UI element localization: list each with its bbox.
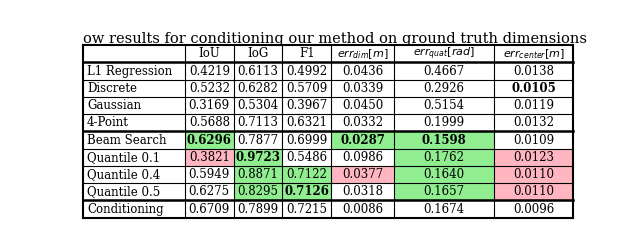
Bar <box>394 149 495 166</box>
Text: 0.5688: 0.5688 <box>189 116 230 129</box>
Text: 0.1674: 0.1674 <box>424 203 465 216</box>
Text: 0.7215: 0.7215 <box>286 203 327 216</box>
Text: 0.2926: 0.2926 <box>424 82 465 95</box>
Text: 0.0318: 0.0318 <box>342 185 383 198</box>
Text: 0.5709: 0.5709 <box>286 82 328 95</box>
Text: 0.1657: 0.1657 <box>424 185 465 198</box>
Text: 0.3169: 0.3169 <box>189 99 230 112</box>
Text: 0.5949: 0.5949 <box>189 168 230 181</box>
Text: 0.0110: 0.0110 <box>513 168 554 181</box>
Text: 0.0123: 0.0123 <box>513 151 554 164</box>
Text: IoG: IoG <box>248 47 269 60</box>
Bar <box>394 166 495 183</box>
Text: $err_{dim}[m]$: $err_{dim}[m]$ <box>337 47 388 61</box>
Text: 0.0096: 0.0096 <box>513 203 554 216</box>
Text: 0.0132: 0.0132 <box>513 116 554 129</box>
Bar <box>495 149 573 166</box>
Text: 0.6999: 0.6999 <box>286 133 328 147</box>
Text: 0.7126: 0.7126 <box>284 185 329 198</box>
Text: Gaussian: Gaussian <box>87 99 141 112</box>
Text: 0.0086: 0.0086 <box>342 203 383 216</box>
Text: 0.8871: 0.8871 <box>237 168 278 181</box>
Bar <box>234 166 282 183</box>
Bar <box>331 166 394 183</box>
Text: 0.6709: 0.6709 <box>189 203 230 216</box>
Text: 0.4992: 0.4992 <box>286 64 327 78</box>
Text: 0.4667: 0.4667 <box>424 64 465 78</box>
Text: Quantile 0.4: Quantile 0.4 <box>87 168 160 181</box>
Text: 0.0436: 0.0436 <box>342 64 383 78</box>
Text: 0.8295: 0.8295 <box>237 185 278 198</box>
Text: Discrete: Discrete <box>87 82 137 95</box>
Text: 0.7113: 0.7113 <box>237 116 278 129</box>
Text: 0.6296: 0.6296 <box>187 133 232 147</box>
Text: 0.3967: 0.3967 <box>286 99 328 112</box>
Text: 0.6282: 0.6282 <box>237 82 278 95</box>
Bar <box>331 131 394 149</box>
Text: 0.1762: 0.1762 <box>424 151 465 164</box>
Text: F1: F1 <box>299 47 315 60</box>
Text: Beam Search: Beam Search <box>87 133 166 147</box>
Text: 0.0119: 0.0119 <box>513 99 554 112</box>
Text: 0.0339: 0.0339 <box>342 82 383 95</box>
Text: IoU: IoU <box>198 47 220 60</box>
Text: 0.6321: 0.6321 <box>286 116 327 129</box>
Text: 0.7877: 0.7877 <box>237 133 278 147</box>
Bar <box>394 131 495 149</box>
Text: 0.5154: 0.5154 <box>424 99 465 112</box>
Text: Conditioning: Conditioning <box>87 203 164 216</box>
Bar <box>234 183 282 200</box>
Text: 0.0377: 0.0377 <box>342 168 383 181</box>
Text: 0.6113: 0.6113 <box>237 64 278 78</box>
Bar <box>282 183 331 200</box>
Text: 0.4219: 0.4219 <box>189 64 230 78</box>
Text: 0.5232: 0.5232 <box>189 82 230 95</box>
Bar <box>282 166 331 183</box>
Text: 0.0450: 0.0450 <box>342 99 383 112</box>
Text: Quantile 0.1: Quantile 0.1 <box>87 151 160 164</box>
Bar <box>234 149 282 166</box>
Text: 0.1640: 0.1640 <box>424 168 465 181</box>
Text: 0.9723: 0.9723 <box>236 151 280 164</box>
Text: 0.0110: 0.0110 <box>513 185 554 198</box>
Text: ow results for conditioning our method on ground truth dimensions: ow results for conditioning our method o… <box>83 32 587 46</box>
Text: 0.1598: 0.1598 <box>422 133 467 147</box>
Text: 0.5486: 0.5486 <box>286 151 327 164</box>
Text: 0.6275: 0.6275 <box>189 185 230 198</box>
Bar <box>185 149 234 166</box>
Text: 0.5304: 0.5304 <box>237 99 278 112</box>
Bar <box>185 131 234 149</box>
Text: 0.7899: 0.7899 <box>237 203 278 216</box>
Text: 0.1999: 0.1999 <box>424 116 465 129</box>
Text: 0.3821: 0.3821 <box>189 151 230 164</box>
Text: 4-Point: 4-Point <box>87 116 129 129</box>
Text: 0.0105: 0.0105 <box>511 82 556 95</box>
Text: 0.0109: 0.0109 <box>513 133 554 147</box>
Text: 0.0287: 0.0287 <box>340 133 385 147</box>
Text: L1 Regression: L1 Regression <box>87 64 172 78</box>
Text: 0.0986: 0.0986 <box>342 151 383 164</box>
Bar <box>394 183 495 200</box>
Text: 0.7122: 0.7122 <box>286 168 327 181</box>
Bar <box>495 183 573 200</box>
Text: Quantile 0.5: Quantile 0.5 <box>87 185 160 198</box>
Text: 0.0332: 0.0332 <box>342 116 383 129</box>
Text: 0.0138: 0.0138 <box>513 64 554 78</box>
Bar <box>495 166 573 183</box>
Text: $err_{quat}[rad]$: $err_{quat}[rad]$ <box>413 46 476 62</box>
Text: $err_{center}[m]$: $err_{center}[m]$ <box>502 47 564 61</box>
